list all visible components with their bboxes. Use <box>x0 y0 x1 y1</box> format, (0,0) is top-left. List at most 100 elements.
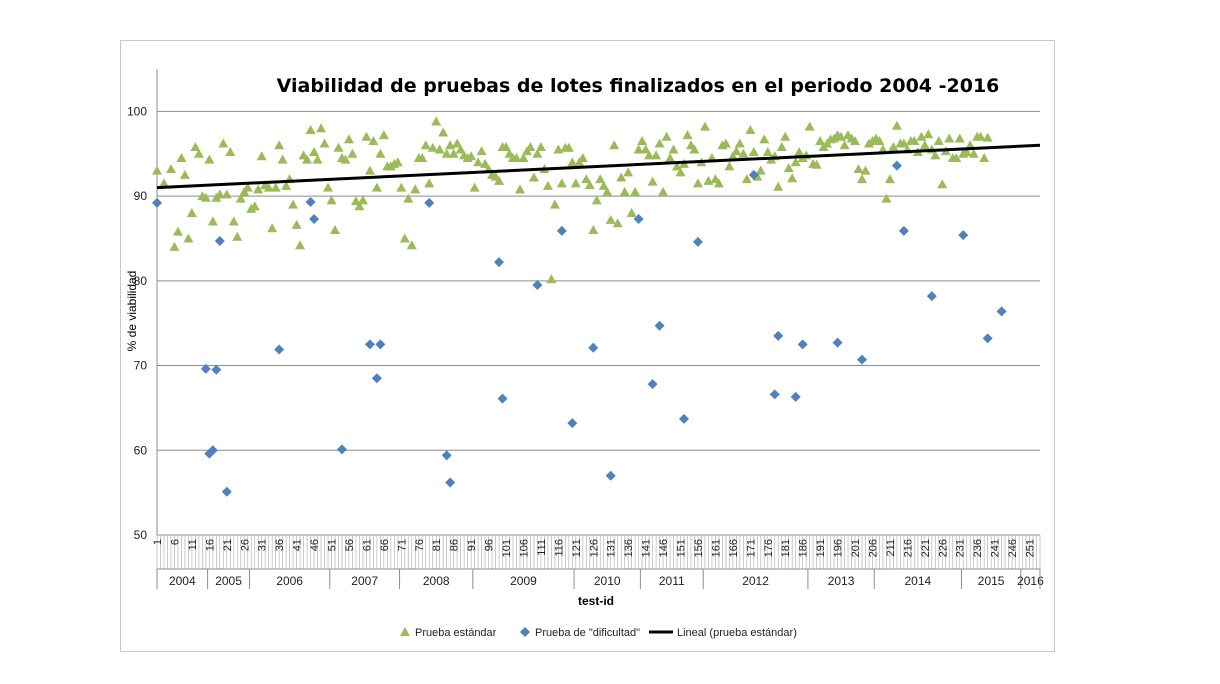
x-tick-label-61: 61 <box>361 539 373 551</box>
year-label-2007: 2007 <box>351 574 378 588</box>
point-standard <box>274 140 285 150</box>
point-difficulty <box>214 235 225 246</box>
x-tick-label-46: 46 <box>309 539 321 551</box>
point-difficulty <box>748 169 759 180</box>
point-difficulty <box>207 445 218 456</box>
x-tick-label-166: 166 <box>728 539 740 557</box>
point-standard <box>158 178 169 188</box>
x-tick-label-26: 26 <box>239 539 251 551</box>
point-difficulty <box>556 225 567 236</box>
point-standard <box>316 123 327 133</box>
x-tick-label-226: 226 <box>937 539 949 557</box>
point-standard <box>783 163 794 173</box>
point-standard <box>651 150 662 160</box>
point-standard <box>399 233 410 243</box>
x-tick-label-41: 41 <box>292 539 304 551</box>
point-standard <box>595 174 606 184</box>
point-standard <box>567 157 578 167</box>
x-tick-label-86: 86 <box>449 539 461 551</box>
point-standard <box>152 165 162 175</box>
x-tick-label-16: 16 <box>204 539 216 551</box>
x-tick-label-136: 136 <box>623 539 635 557</box>
x-axis-title: test-id <box>578 594 614 608</box>
x-tick-label-116: 116 <box>553 539 565 557</box>
point-standard <box>368 136 379 146</box>
point-standard <box>588 224 599 234</box>
point-standard <box>979 152 990 162</box>
point-standard <box>675 167 686 177</box>
point-standard <box>242 182 253 192</box>
point-difficulty <box>211 364 222 375</box>
y-axis-ticks: 50 60 70 80 90 100 <box>127 104 147 542</box>
point-standard <box>968 148 979 158</box>
point-standard <box>427 142 438 152</box>
point-difficulty <box>996 306 1007 317</box>
x-tick-label-66: 66 <box>379 539 391 551</box>
year-label-2013: 2013 <box>828 574 855 588</box>
point-standard <box>295 240 306 250</box>
point-standard <box>982 132 993 142</box>
point-standard <box>501 141 512 151</box>
y-tick-label-100: 100 <box>127 104 147 118</box>
point-difficulty <box>857 354 868 365</box>
point-standard <box>891 120 902 130</box>
point-difficulty <box>647 379 658 390</box>
point-standard <box>884 174 895 184</box>
point-standard <box>364 165 375 175</box>
point-standard <box>445 140 456 150</box>
x-tick-label-221: 221 <box>920 539 932 557</box>
point-standard <box>448 148 459 158</box>
point-standard <box>232 231 243 241</box>
point-standard <box>347 148 358 158</box>
point-standard <box>668 144 679 154</box>
point-difficulty <box>773 330 784 341</box>
x-tick-label-216: 216 <box>902 539 914 557</box>
x-tick-label-6: 6 <box>169 539 181 545</box>
point-standard <box>256 151 267 161</box>
point-difficulty <box>152 197 162 208</box>
point-standard <box>525 141 536 151</box>
point-difficulty <box>891 160 902 171</box>
x-tick-label-36: 36 <box>274 539 286 551</box>
point-difficulty <box>898 225 909 236</box>
point-standard <box>406 240 417 250</box>
point-standard <box>309 147 320 157</box>
y-tick-label-90: 90 <box>134 189 148 203</box>
point-difficulty <box>445 477 456 488</box>
point-standard <box>811 159 822 169</box>
point-standard <box>204 154 215 164</box>
point-standard <box>933 136 944 146</box>
legend-label-0: Prueba estándar <box>415 627 497 639</box>
year-label-2008: 2008 <box>423 574 450 588</box>
point-standard <box>857 174 868 184</box>
point-standard <box>452 138 463 148</box>
point-difficulty <box>790 391 801 402</box>
x-tick-label-176: 176 <box>763 539 775 557</box>
point-standard <box>954 133 965 143</box>
y-tick-label-50: 50 <box>134 528 148 542</box>
point-standard <box>682 130 693 140</box>
x-tick-label-251: 251 <box>1025 539 1037 557</box>
legend-label-1: Prueba de "dificultad" <box>535 627 640 639</box>
point-standard <box>612 218 623 228</box>
year-label-2014: 2014 <box>904 574 931 588</box>
point-standard <box>556 178 567 188</box>
point-standard <box>183 233 194 243</box>
point-standard <box>361 131 372 141</box>
point-standard <box>699 121 710 131</box>
point-standard <box>916 131 927 141</box>
point-standard <box>375 148 386 158</box>
point-standard <box>727 151 738 161</box>
point-standard <box>689 144 700 154</box>
x-tick-label-76: 76 <box>414 539 426 551</box>
x-tick-label-11: 11 <box>187 539 199 550</box>
point-standard <box>616 172 627 182</box>
point-difficulty <box>221 486 232 497</box>
point-standard <box>804 121 815 131</box>
x-tick-label-96: 96 <box>484 539 496 551</box>
data-points <box>152 116 1007 497</box>
point-standard <box>288 199 299 209</box>
point-standard <box>762 147 773 157</box>
point-standard <box>329 224 340 234</box>
point-standard <box>724 161 735 171</box>
